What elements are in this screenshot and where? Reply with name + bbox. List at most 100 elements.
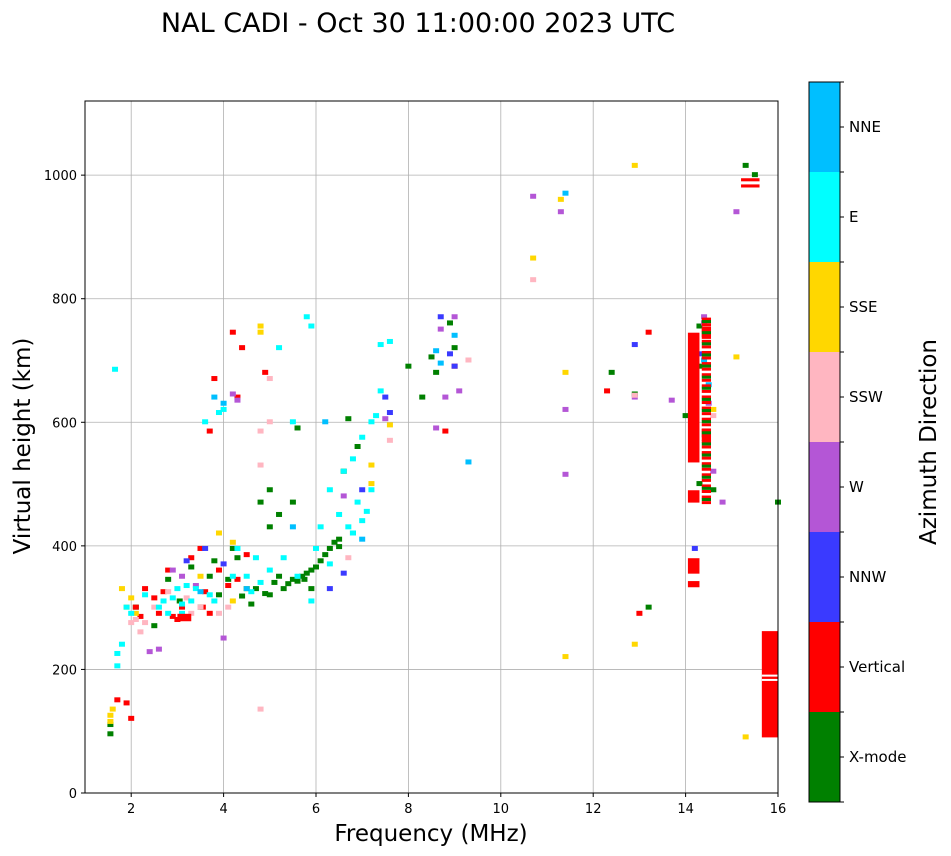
data-point-nnw — [631, 342, 638, 348]
data-point-sse — [368, 481, 375, 487]
data-stripe-x-mode — [701, 320, 712, 324]
colorbar-swatch-x-mode — [809, 712, 840, 802]
data-stripe-x-mode — [701, 375, 712, 379]
data-point-x-mode — [271, 579, 278, 585]
data-point-sse — [733, 354, 740, 360]
data-point-vertical — [234, 576, 241, 582]
data-point-w — [437, 326, 444, 332]
colorbar-swatch-e — [809, 172, 840, 262]
data-point-x-mode — [682, 413, 689, 419]
data-stripe-vertical — [701, 328, 712, 332]
data-point-x-mode — [151, 623, 158, 629]
data-stripe-x-mode — [701, 409, 712, 413]
data-point-x-mode — [107, 722, 114, 728]
data-point-e — [220, 406, 227, 412]
data-point-vertical — [165, 567, 172, 573]
data-stripe-vertical — [701, 451, 712, 455]
data-point-vertical — [206, 610, 213, 616]
data-point-vertical — [243, 552, 250, 558]
data-point-nnw — [696, 351, 703, 357]
data-stripe-vertical — [701, 406, 712, 410]
data-point-x-mode — [165, 576, 172, 582]
data-point-vertical — [179, 604, 186, 610]
data-stripe-vertical — [701, 473, 712, 477]
data-point-x-mode — [308, 586, 315, 592]
data-point-x-mode — [107, 731, 114, 737]
data-stripe-x-mode — [701, 498, 712, 502]
data-stripe-vertical — [701, 384, 712, 388]
data-point-sse — [197, 573, 204, 579]
data-stripe-vertical — [701, 323, 712, 327]
colorbar-swatch-w — [809, 442, 840, 532]
data-stripe-x-mode — [701, 431, 712, 435]
data-point-vertical — [215, 567, 222, 573]
data-point-x-mode — [303, 570, 310, 576]
data-stripe-vertical — [701, 367, 712, 371]
data-point-w — [451, 314, 458, 320]
data-point-x-mode — [336, 536, 343, 542]
data-point-x-mode — [225, 576, 232, 582]
data-point-w — [442, 394, 449, 400]
data-point-w — [456, 388, 463, 394]
data-point-e — [112, 366, 119, 372]
data-point-x-mode — [710, 487, 717, 493]
data-point-e — [349, 456, 356, 462]
data-point-e — [280, 555, 287, 561]
data-stripe-vertical — [701, 389, 712, 393]
data-stripe-vertical — [701, 339, 712, 343]
data-point-ssw — [183, 595, 190, 601]
data-point-w — [562, 471, 569, 477]
data-point-nne — [243, 586, 250, 592]
x-tick-label: 6 — [312, 802, 320, 817]
data-point-w — [340, 493, 347, 499]
data-point-sse — [118, 586, 125, 592]
data-point-e — [206, 592, 213, 598]
data-point-ssw — [132, 617, 139, 622]
data-point-e — [359, 434, 366, 440]
colorbar-swatch-vertical — [809, 622, 840, 712]
data-point-ssw — [165, 589, 172, 595]
data-point-x-mode — [696, 481, 703, 487]
data-point-ssw — [142, 620, 149, 626]
data-stripe-vertical — [701, 423, 712, 427]
data-stripe-vertical — [701, 456, 712, 460]
data-point-vertical — [636, 610, 643, 616]
data-point-sse — [710, 406, 717, 412]
colorbar-swatch-nnw — [809, 532, 840, 622]
data-point-vertical — [155, 610, 162, 616]
data-stripe-vertical — [701, 373, 712, 377]
data-stripe-x-mode — [701, 364, 712, 368]
data-point-x-mode — [285, 581, 292, 587]
data-block-vertical — [687, 558, 700, 574]
data-point-e — [276, 345, 283, 351]
data-point-x-mode — [336, 544, 343, 550]
x-tick-label: 4 — [219, 802, 227, 817]
data-point-sse — [107, 712, 114, 718]
data-point-e — [118, 641, 125, 647]
data-stripe-x-mode — [701, 453, 712, 457]
data-point-x-mode — [405, 363, 412, 369]
data-point-x-mode — [276, 573, 283, 579]
data-point-e — [326, 561, 333, 567]
data-point-ssw — [225, 604, 232, 610]
data-point-vertical — [169, 613, 176, 619]
data-point-e — [252, 555, 259, 561]
data-stripe-x-mode — [701, 420, 712, 424]
data-point-e — [336, 511, 343, 517]
data-stripe-x-mode — [701, 442, 712, 446]
data-point-ssw — [465, 357, 472, 363]
data-point-nnw — [202, 545, 209, 551]
data-point-x-mode — [299, 573, 306, 579]
data-stripe-vertical — [701, 478, 712, 482]
data-stripe-x-mode — [701, 353, 712, 357]
data-point-w — [220, 635, 227, 641]
data-point-w — [710, 468, 717, 474]
data-point-vertical — [206, 428, 213, 434]
data-point-x-mode — [211, 558, 218, 564]
data-point-nne — [437, 360, 444, 366]
data-point-nne — [451, 332, 458, 338]
data-point-e — [340, 468, 347, 474]
data-block-vertical — [741, 178, 760, 182]
data-point-sse — [257, 329, 264, 335]
data-point-ssw — [188, 610, 195, 616]
